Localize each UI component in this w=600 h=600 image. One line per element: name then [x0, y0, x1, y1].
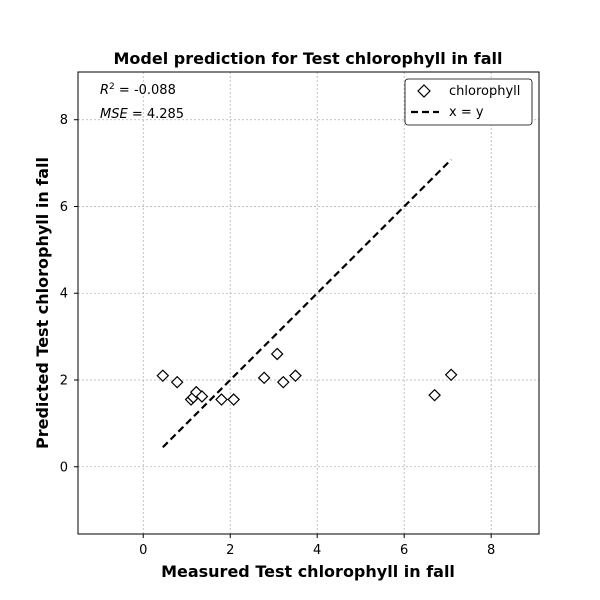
- r2-value: = -0.088: [115, 83, 176, 98]
- x-tick-label: 8: [487, 543, 495, 558]
- y-axis-label: Predicted Test chlorophyll in fall: [33, 157, 52, 449]
- legend-box: [404, 78, 533, 126]
- chart-title: Model prediction for Test chlorophyll in…: [114, 49, 503, 68]
- y-tick-label: 6: [60, 200, 68, 215]
- legend-diamond-marker: [417, 84, 431, 98]
- y-tick-label: 2: [60, 374, 68, 389]
- mse-symbol: MSE: [100, 107, 128, 122]
- data-point: [270, 347, 284, 361]
- data-point: [195, 390, 209, 403]
- plot-frame: [77, 71, 540, 535]
- legend-label-identity: x = y: [449, 105, 484, 120]
- mse-annotation: MSE = 4.285: [100, 107, 184, 122]
- data-point: [257, 371, 271, 385]
- r2-superscript: 2: [109, 82, 115, 92]
- mse-value: = 4.285: [128, 107, 184, 122]
- x-tick-label: 4: [313, 543, 321, 558]
- data-point: [276, 375, 290, 389]
- y-tick-label: 0: [60, 460, 68, 475]
- y-tick-label: 4: [60, 287, 68, 302]
- data-point: [428, 388, 441, 402]
- y-axis-ticks: 0 2 4 6 8: [60, 113, 78, 475]
- x-axis-label: Measured Test chlorophyll in fall: [161, 562, 455, 581]
- grid: [78, 72, 539, 534]
- legend-label-chlorophyll: chlorophyll: [449, 84, 520, 99]
- r2-symbol: R: [100, 83, 109, 98]
- data-point: [227, 393, 241, 406]
- legend: chlorophyll x = y: [404, 78, 533, 126]
- y-tick-label: 8: [60, 113, 68, 128]
- data-point: [444, 368, 458, 382]
- x-axis-ticks: 0 2 4 6 8: [139, 534, 495, 558]
- x-tick-label: 0: [139, 543, 147, 558]
- identity-line-group: [162, 158, 452, 449]
- data-point: [289, 369, 302, 383]
- x-tick-label: 2: [226, 543, 234, 558]
- data-point: [215, 393, 228, 406]
- r2-annotation: R2 = -0.088: [100, 82, 176, 98]
- data-point: [170, 375, 184, 389]
- data-point: [156, 369, 170, 383]
- identity-line: [162, 158, 452, 449]
- points-group: [156, 347, 458, 406]
- x-tick-label: 6: [400, 543, 408, 558]
